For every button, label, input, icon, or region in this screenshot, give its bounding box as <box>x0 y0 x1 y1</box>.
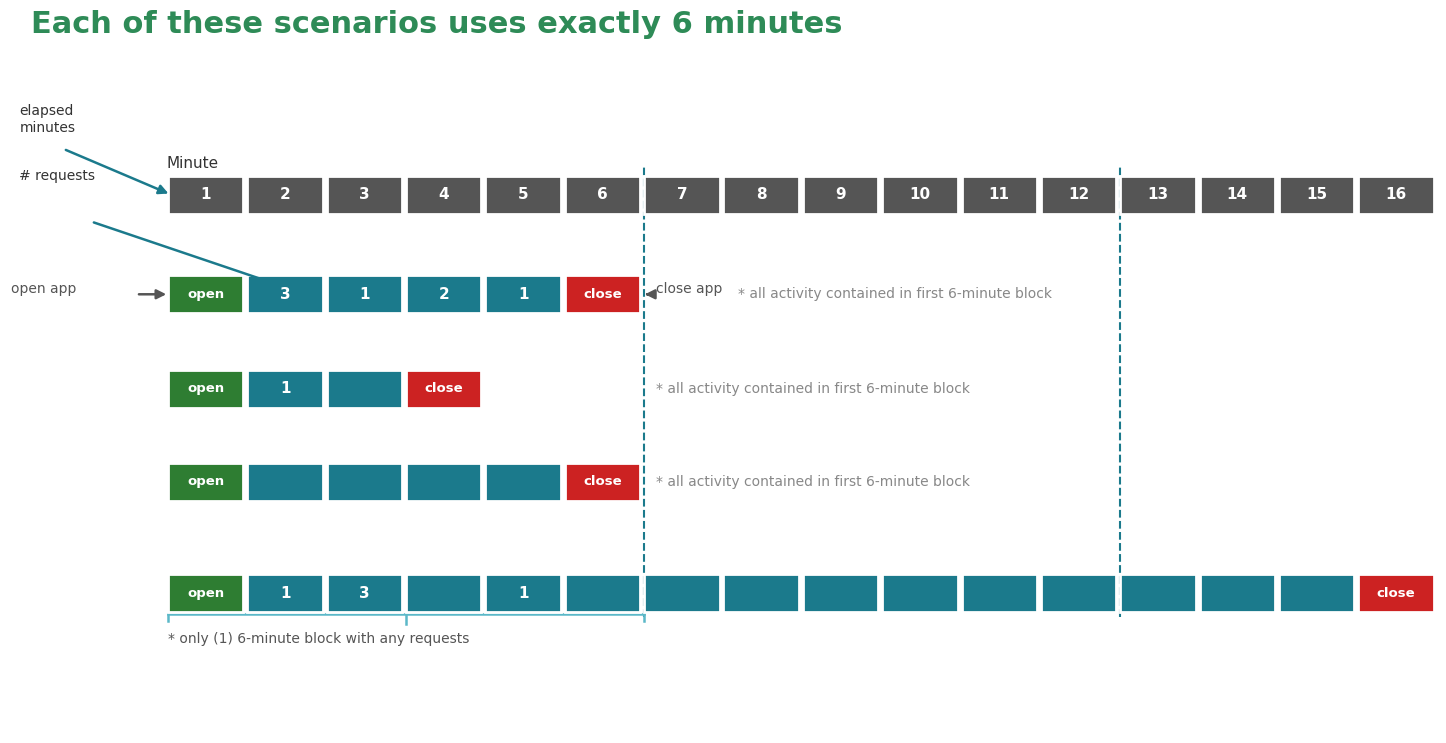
Bar <box>168 574 243 612</box>
Text: 2: 2 <box>438 287 450 302</box>
Text: 3: 3 <box>279 287 291 302</box>
Bar <box>1358 176 1433 213</box>
Text: open app: open app <box>12 282 77 296</box>
Bar <box>565 276 641 314</box>
Text: 11: 11 <box>989 187 1009 202</box>
Bar <box>406 276 482 314</box>
Text: 2: 2 <box>279 187 291 202</box>
Bar <box>803 176 878 213</box>
Text: * all activity contained in first 6-minute block: * all activity contained in first 6-minu… <box>737 288 1053 302</box>
Text: 1: 1 <box>518 585 528 600</box>
Bar <box>1278 176 1355 213</box>
Text: open: open <box>187 288 224 301</box>
Bar <box>327 370 402 408</box>
Bar <box>723 176 798 213</box>
Text: 12: 12 <box>1069 187 1089 202</box>
Bar <box>1041 176 1116 213</box>
Bar <box>406 463 482 501</box>
Bar <box>643 176 720 213</box>
Text: close: close <box>425 383 463 395</box>
Bar <box>327 574 402 612</box>
Bar <box>1041 574 1116 612</box>
Bar <box>1278 574 1355 612</box>
Bar <box>565 463 641 501</box>
Text: open: open <box>187 587 224 600</box>
Text: 8: 8 <box>756 187 766 202</box>
Bar <box>882 176 957 213</box>
Text: close app: close app <box>656 282 723 296</box>
Text: Each of these scenarios uses exactly 6 minutes: Each of these scenarios uses exactly 6 m… <box>32 10 843 39</box>
Bar <box>962 574 1037 612</box>
Text: 16: 16 <box>1385 187 1407 202</box>
Bar <box>327 176 402 213</box>
Bar <box>486 276 561 314</box>
Text: open: open <box>187 475 224 488</box>
Text: 7: 7 <box>677 187 687 202</box>
Bar <box>168 176 243 213</box>
Text: 14: 14 <box>1226 187 1248 202</box>
Bar <box>723 574 798 612</box>
Bar <box>168 276 243 314</box>
Bar <box>327 463 402 501</box>
Text: * all activity contained in first 6-minute block: * all activity contained in first 6-minu… <box>656 382 970 396</box>
Text: * all activity contained in first 6-minute block: * all activity contained in first 6-minu… <box>656 475 970 489</box>
Bar <box>247 463 322 501</box>
Bar <box>1358 574 1433 612</box>
Text: 1: 1 <box>518 287 528 302</box>
Text: 3: 3 <box>359 585 370 600</box>
Text: 10: 10 <box>910 187 930 202</box>
Bar <box>1121 176 1196 213</box>
Text: open: open <box>187 383 224 395</box>
Text: 15: 15 <box>1306 187 1327 202</box>
Bar <box>168 463 243 501</box>
Bar <box>882 574 957 612</box>
Bar <box>643 574 720 612</box>
Bar <box>1121 574 1196 612</box>
Bar <box>406 370 482 408</box>
Bar <box>486 463 561 501</box>
Text: * only (1) 6-minute block with any requests: * only (1) 6-minute block with any reque… <box>168 632 470 646</box>
Bar <box>1200 176 1275 213</box>
Bar <box>803 574 878 612</box>
Text: # requests: # requests <box>19 169 95 183</box>
Text: 4: 4 <box>438 187 450 202</box>
Bar <box>168 370 243 408</box>
Bar <box>247 176 322 213</box>
Bar <box>247 370 322 408</box>
Bar <box>565 574 641 612</box>
Bar <box>406 574 482 612</box>
Bar <box>247 276 322 314</box>
Text: close: close <box>583 288 622 301</box>
Text: close: close <box>583 475 622 488</box>
Text: 13: 13 <box>1147 187 1168 202</box>
Text: 1: 1 <box>201 187 211 202</box>
Bar <box>327 276 402 314</box>
Text: 1: 1 <box>281 585 291 600</box>
Text: 5: 5 <box>518 187 528 202</box>
Text: 1: 1 <box>281 381 291 397</box>
Text: 9: 9 <box>836 187 846 202</box>
Text: Minute: Minute <box>166 156 218 171</box>
Bar <box>486 176 561 213</box>
Text: 3: 3 <box>359 187 370 202</box>
Text: elapsed
minutes: elapsed minutes <box>19 104 75 135</box>
Bar <box>406 176 482 213</box>
Bar <box>565 176 641 213</box>
Text: close: close <box>1377 587 1416 600</box>
Bar <box>962 176 1037 213</box>
Bar <box>486 574 561 612</box>
Bar <box>1200 574 1275 612</box>
Bar <box>247 574 322 612</box>
Text: 6: 6 <box>597 187 607 202</box>
Text: 1: 1 <box>359 287 370 302</box>
